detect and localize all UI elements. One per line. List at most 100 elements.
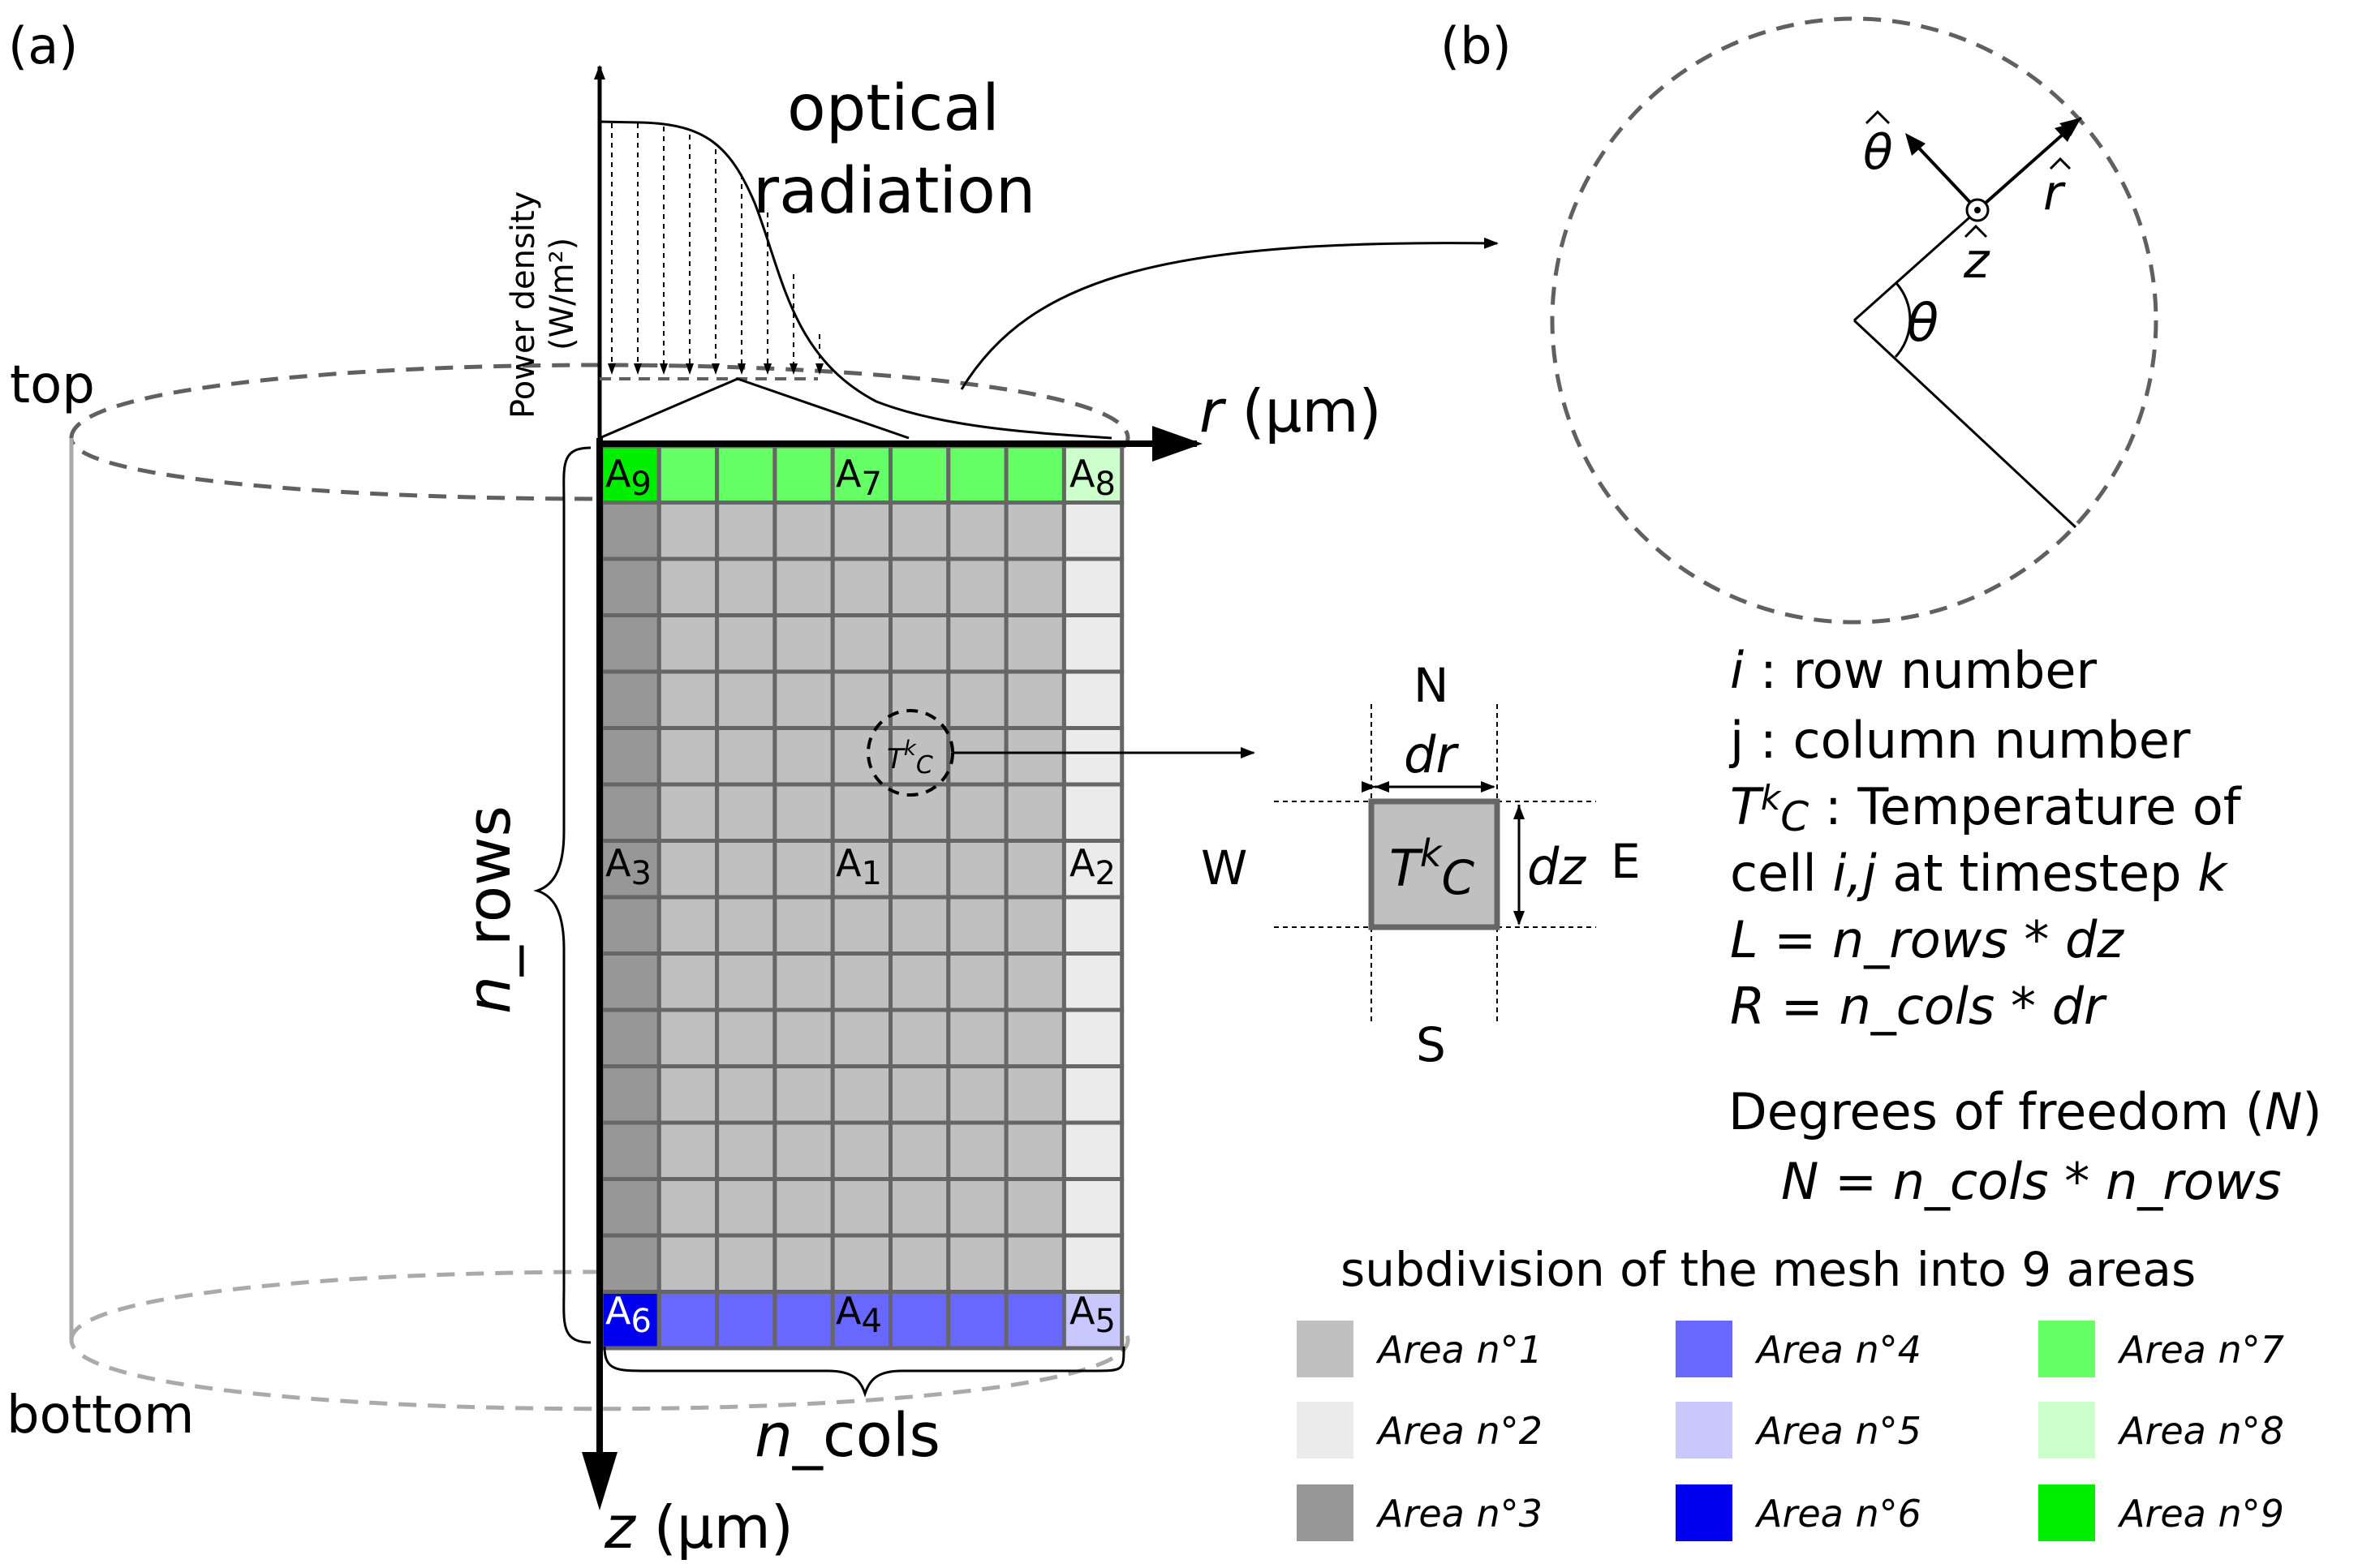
r-hat-label: r (2043, 157, 2072, 221)
z-axis-arrowhead (582, 1452, 617, 1510)
dz-label: dz (1527, 837, 1586, 896)
legend-label-area-3: Area n°3 (1375, 1492, 1543, 1536)
mesh-cell (1061, 782, 1125, 843)
mesh-cell (889, 556, 951, 617)
z-axis-label: z (µm) (604, 1493, 794, 1562)
mesh-cell (1061, 500, 1125, 561)
stencil-south-label: S (1416, 1017, 1446, 1072)
mesh-cell (946, 782, 1009, 843)
radiation-arrows (608, 123, 824, 375)
mesh-cell (946, 839, 1009, 900)
mesh-cell (656, 500, 720, 561)
mesh-cell (656, 1007, 720, 1068)
area-label-a5: A5 (1069, 1289, 1116, 1340)
mesh-cell (1004, 782, 1066, 843)
mesh-cell (946, 669, 1009, 730)
dr-arrowhead-left (1375, 781, 1389, 793)
mesh-cell (946, 952, 1009, 1012)
mesh-cell (715, 1233, 777, 1294)
area-label-a4: A4 (836, 1289, 882, 1340)
svg-text:r: r (2043, 165, 2066, 221)
mesh-area-labels: A9 A7 A8 A3 A1 A2 A6 A4 A5 (605, 452, 1116, 1340)
mesh-cell (772, 556, 835, 617)
mesh-cell (599, 500, 661, 561)
legend-label-area-1: Area n°1 (1375, 1328, 1543, 1372)
cylinder-outline (69, 363, 1130, 1411)
mesh-cell (946, 556, 1009, 617)
legend-swatch-area-2 (1297, 1402, 1353, 1458)
area-label-a9: A9 (605, 452, 652, 503)
legend-swatch-area-4 (1676, 1321, 1732, 1377)
area-label-a2: A2 (1069, 841, 1116, 892)
mesh-cell (656, 556, 720, 617)
zoom-lines (599, 377, 910, 440)
gaussian-profile-curve (599, 120, 1112, 440)
mesh-cell (599, 1064, 661, 1125)
mesh-cell (830, 1064, 893, 1125)
legend-dof-equation: N = n_cols * n_rows (1781, 1152, 2282, 1211)
r-hat-arrowhead-main (2055, 122, 2077, 142)
theta-angle-arc (1894, 282, 1912, 359)
legend-row-number: i : row number (1730, 641, 2098, 700)
subdivision-legend: Area n°1 Area n°2 Area n°3 Area n°4 Area n°5… (1297, 1321, 2284, 1541)
mesh-cell (889, 1007, 951, 1068)
mesh-cell (599, 669, 661, 730)
radiation-arrowhead (790, 363, 798, 375)
mesh-cell (599, 1007, 661, 1068)
mesh-cell (715, 1177, 777, 1238)
mesh-cell (1061, 726, 1125, 787)
power-density-axis-label: Power density (505, 191, 542, 419)
legend-swatch-area-9 (2038, 1484, 2095, 1541)
mesh-grid (599, 444, 1125, 1351)
area-label-a1: A1 (836, 841, 882, 892)
mesh-cell (656, 1233, 720, 1294)
mesh-cell (1004, 500, 1066, 561)
theta-hat-label: θ (1863, 110, 1893, 181)
svg-text:θ: θ (1863, 124, 1893, 181)
panel-b-label: (b) (1440, 16, 1512, 75)
mesh-cell (1004, 556, 1066, 617)
mesh-cell (772, 1007, 835, 1068)
optical-label: optical (787, 72, 1000, 145)
mesh-cell (1004, 952, 1066, 1012)
bottom-label: bottom (6, 1385, 194, 1446)
cross-section-circle (1550, 16, 2158, 625)
mesh-cell (1061, 444, 1125, 505)
radiation-arrowhead (660, 363, 668, 375)
mesh-cell (889, 1120, 951, 1181)
mesh-cell (656, 726, 720, 787)
z-hat-dot (1974, 207, 1981, 213)
mesh-cell (830, 782, 893, 843)
subdivision-title: subdivision of the mesh into 9 areas (1340, 1242, 2196, 1297)
mesh-cell (830, 1007, 893, 1068)
mesh-cell (599, 1177, 661, 1238)
radiation-arrowhead (634, 363, 642, 375)
mesh-cell (830, 669, 893, 730)
mesh-cell (1061, 1064, 1125, 1125)
mesh-cell (715, 782, 777, 843)
mesh-cell (1004, 1007, 1066, 1068)
legend-label-area-5: Area n°5 (1754, 1409, 1921, 1453)
cylinder-bottom-ellipse (69, 1269, 1130, 1411)
legend-cell-timestep: cell i,j at timestep k (1730, 844, 2228, 903)
mesh-cell (1004, 1120, 1066, 1181)
mesh-cell (656, 669, 720, 730)
mesh-cell (1004, 1064, 1066, 1125)
mesh-cell (599, 1290, 661, 1351)
mesh-cell (1004, 1177, 1066, 1238)
mesh-cell (1004, 444, 1066, 505)
mesh-cell (772, 669, 835, 730)
mesh-cell (772, 1064, 835, 1125)
stencil-north-label: N (1414, 658, 1448, 713)
stencil-west-label: W (1201, 840, 1247, 896)
mesh-cell (656, 782, 720, 843)
mesh-cell (889, 444, 951, 505)
n-rows-label: n_rows (454, 805, 524, 1014)
zoom-cell-label: TkC (887, 737, 933, 780)
mesh-cell (599, 556, 661, 617)
r-axis-arrowhead (1152, 426, 1203, 462)
mesh-cell (889, 782, 951, 843)
radiation-arrowhead (686, 363, 694, 375)
theta-angle-label: θ (1907, 294, 1939, 354)
